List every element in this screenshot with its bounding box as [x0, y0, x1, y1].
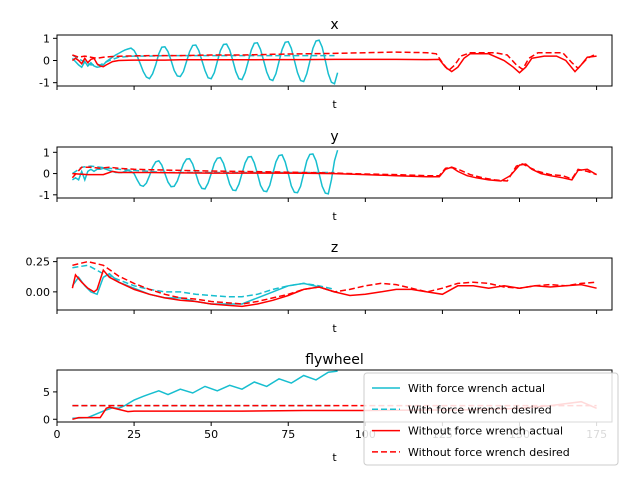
series-line-1	[71, 39, 339, 85]
x-tick-label: 50	[204, 428, 218, 441]
series-lines	[71, 39, 597, 85]
y-tick-label: 1	[43, 32, 50, 45]
series-line-4	[72, 260, 597, 305]
y-tick-label: -1	[39, 77, 50, 90]
y-tick-label: 0.25	[26, 256, 51, 269]
series-line-1	[72, 370, 338, 419]
y-tick-label: 5	[43, 386, 50, 399]
series-line-3	[71, 268, 597, 308]
x-tick-label: 25	[127, 428, 141, 441]
x-axis-label: t	[332, 322, 337, 335]
subplot-title: x	[330, 17, 338, 33]
legend-entry: With force wrench desired	[372, 403, 552, 416]
y-tick-label: 0	[43, 413, 50, 426]
series-line-4	[72, 51, 597, 72]
x-axis-label: t	[332, 451, 337, 464]
axes-frame	[56, 146, 613, 199]
subplot-title: y	[330, 129, 338, 145]
y-tick-label: 0.00	[26, 286, 51, 299]
y-tick-label: -1	[39, 189, 50, 202]
subplot-2: y 1 0 -1 t	[39, 129, 613, 223]
axes-frame	[56, 257, 613, 311]
legend-entry: Without force wrench actual	[372, 425, 563, 438]
series-lines	[71, 149, 597, 195]
x-tick-label: 0	[54, 428, 61, 441]
legend: With force wrench actual With force wrenc…	[363, 372, 619, 466]
x-tick-label: 75	[281, 428, 295, 441]
x-axis-label: t	[332, 98, 337, 111]
subplot-3: z 0.25 0.00 t	[26, 240, 613, 335]
y-tick-label: 0	[43, 55, 50, 68]
legend-label: Without force wrench desired	[408, 446, 570, 459]
y-tick-label: 1	[43, 146, 50, 159]
x-axis-label: t	[332, 210, 337, 223]
series-line-4	[71, 163, 597, 182]
legend-label: With force wrench actual	[408, 382, 545, 395]
subplot-1: x 1 0 -1 t	[39, 17, 613, 111]
legend-label: Without force wrench actual	[408, 425, 563, 438]
series-line-3	[71, 53, 597, 74]
series-lines	[71, 260, 597, 308]
legend-entry: Without force wrench desired	[372, 446, 570, 459]
legend-entry: With force wrench actual	[372, 382, 545, 395]
subplot-title: z	[331, 240, 338, 256]
series-line-2	[72, 264, 335, 298]
subplot-title: flywheel	[305, 352, 364, 368]
legend-label: With force wrench desired	[408, 403, 552, 416]
legend-box	[363, 372, 619, 466]
y-tick-label: 0	[43, 168, 50, 181]
series-line-2	[72, 54, 335, 66]
